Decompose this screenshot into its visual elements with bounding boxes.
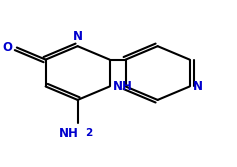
Text: NH: NH [59, 127, 79, 140]
Text: O: O [3, 41, 13, 54]
Text: N: N [73, 30, 83, 43]
Text: N: N [192, 80, 202, 93]
Text: NH: NH [112, 80, 132, 93]
Text: 2: 2 [85, 128, 92, 138]
